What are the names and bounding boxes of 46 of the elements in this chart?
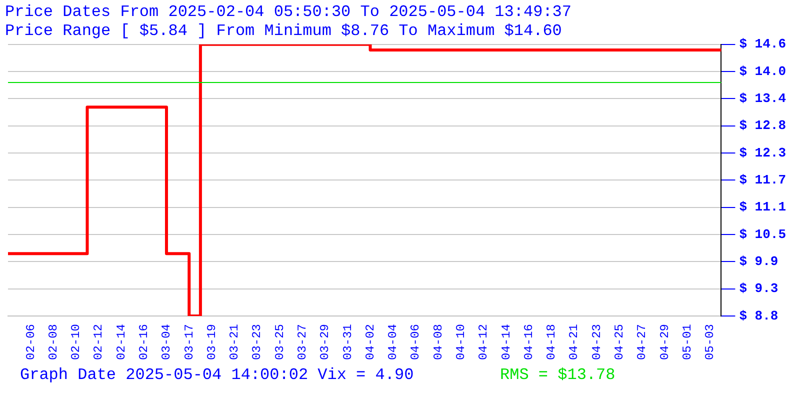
y-tick-label: $ 8.8 bbox=[739, 308, 778, 324]
x-tick-label: 04-08 bbox=[431, 324, 446, 360]
y-tick-label: $ 14.6 bbox=[739, 36, 786, 52]
x-tick-label: 02-12 bbox=[92, 324, 106, 360]
x-tick-label: 04-27 bbox=[635, 324, 650, 360]
x-tick-label: 04-02 bbox=[363, 324, 378, 360]
x-tick-label: 02-06 bbox=[24, 324, 38, 360]
x-tick-label: 02-16 bbox=[137, 324, 152, 360]
x-tick-label: 03-23 bbox=[250, 324, 264, 360]
chart-title: Price Dates From 2025-02-04 05:50:30 To 2025-05-04 13:49:37 bbox=[5, 2, 572, 21]
y-tick-label: $ 12.3 bbox=[739, 145, 786, 160]
x-tick-label: 03-27 bbox=[296, 324, 310, 360]
x-tick-label: 02-14 bbox=[114, 324, 128, 360]
x-tick-label: 05-01 bbox=[680, 324, 694, 360]
x-tick-label: 03-17 bbox=[182, 324, 196, 360]
y-tick-label: $ 11.1 bbox=[739, 200, 786, 215]
ref-line-label: RMS = $13.78 bbox=[500, 366, 616, 384]
y-tick-label: $ 10.5 bbox=[739, 226, 786, 242]
x-tick-label: 03-19 bbox=[204, 324, 219, 360]
y-tick-label: $ 14.0 bbox=[739, 64, 786, 79]
x-tick-label: 04-14 bbox=[499, 324, 514, 360]
x-tick-label: 05-03 bbox=[703, 324, 718, 360]
x-tick-label: 04-21 bbox=[567, 324, 582, 360]
x-tick-label: 03-04 bbox=[160, 324, 174, 360]
x-tick-label: 03-29 bbox=[318, 324, 332, 360]
chart-subtitle: Price Range [ $5.84 ] From Minimum $8.76 To Maximum $14.60 bbox=[5, 22, 562, 40]
x-tick-label: 04-10 bbox=[454, 324, 468, 360]
x-tick-label: 03-25 bbox=[272, 324, 287, 360]
x-tick-label: 03-21 bbox=[228, 324, 242, 360]
y-tick-label: $ 11.7 bbox=[739, 172, 786, 188]
x-tick-label: 04-18 bbox=[544, 324, 559, 360]
y-tick-label: $ 13.4 bbox=[739, 91, 786, 106]
x-tick-label: 04-29 bbox=[658, 324, 672, 360]
x-tick-label: 02-08 bbox=[46, 324, 60, 360]
y-tick-label: $ 9.3 bbox=[739, 281, 778, 296]
x-tick-label: 04-04 bbox=[386, 324, 400, 360]
x-tick-label: 04-12 bbox=[476, 324, 491, 360]
x-tick-label: 02-10 bbox=[69, 324, 84, 360]
x-tick-label: 04-06 bbox=[408, 324, 423, 360]
x-tick-label: 04-25 bbox=[612, 324, 626, 360]
x-tick-label: 03-31 bbox=[340, 324, 355, 360]
x-tick-label: 04-16 bbox=[522, 324, 536, 360]
y-tick-label: $ 9.9 bbox=[739, 254, 778, 269]
text: Graph Date 2025-05-04 14:00:02 Vix = 4.90 bbox=[20, 366, 414, 384]
y-tick-label: $ 12.8 bbox=[739, 118, 786, 134]
x-tick-label: 04-23 bbox=[590, 324, 604, 360]
